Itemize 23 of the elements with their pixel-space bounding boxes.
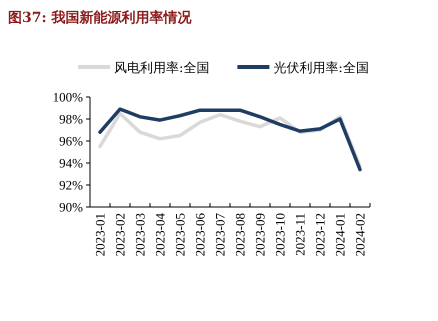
x-tick-label: 2024-01 bbox=[332, 213, 348, 256]
x-tick-label: 2023-06 bbox=[192, 212, 208, 256]
x-tick-label: 2023-11 bbox=[292, 213, 308, 256]
legend-label: 光伏利用率:全国 bbox=[273, 60, 369, 76]
x-tick-label: 2023-07 bbox=[212, 212, 228, 256]
y-tick-label: 92% bbox=[59, 178, 84, 192]
y-tick-label: 100% bbox=[52, 90, 84, 104]
chart-title: 图37: 我国新能源利用率情况 bbox=[8, 9, 193, 26]
y-tick-label: 98% bbox=[59, 112, 84, 126]
y-tick-label: 96% bbox=[59, 134, 84, 148]
x-tick-label: 2023-03 bbox=[132, 213, 148, 256]
y-tick-label: 94% bbox=[59, 156, 84, 170]
legend-label: 风电利用率:全国 bbox=[114, 60, 210, 76]
y-tick-label: 90% bbox=[59, 200, 84, 214]
x-tick-label: 2023-09 bbox=[252, 213, 268, 256]
x-tick-label: 2023-12 bbox=[312, 213, 328, 256]
x-tick-label: 2023-01 bbox=[92, 213, 108, 256]
x-tick-label: 2023-04 bbox=[152, 212, 168, 256]
x-tick-label: 2023-05 bbox=[172, 213, 188, 256]
x-tick-label: 2024-02 bbox=[352, 213, 368, 256]
x-tick-label: 2023-10 bbox=[272, 213, 288, 256]
x-tick-label: 2023-02 bbox=[112, 213, 128, 256]
x-tick-label: 2023-08 bbox=[232, 213, 248, 256]
